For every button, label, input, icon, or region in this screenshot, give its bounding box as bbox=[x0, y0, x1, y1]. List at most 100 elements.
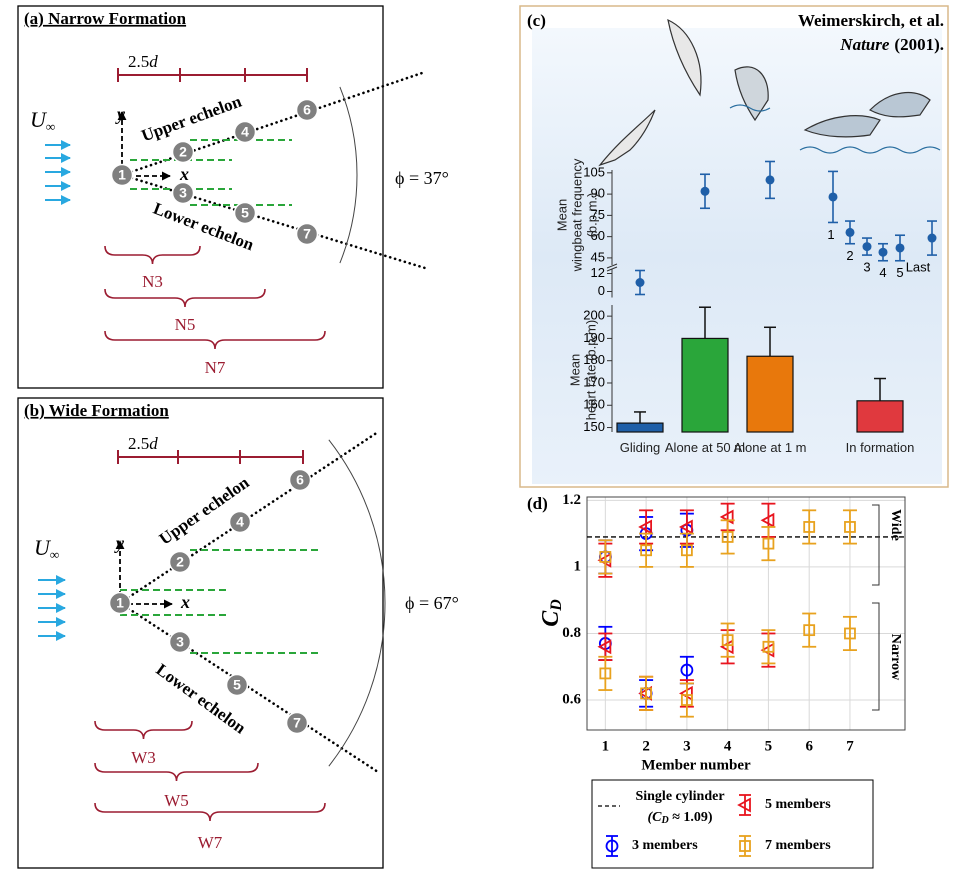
data-point bbox=[721, 634, 734, 647]
member-node bbox=[233, 201, 257, 225]
y-tick-label: 0.6 bbox=[562, 691, 581, 707]
echelon-label: Upper echelon bbox=[156, 472, 253, 548]
data-point bbox=[765, 175, 775, 185]
point-label: 1 bbox=[827, 227, 834, 242]
member-node bbox=[295, 98, 319, 122]
y2-tick-label: 0 bbox=[598, 283, 605, 298]
citation-year: (2001). bbox=[894, 35, 944, 54]
member-label: 7 bbox=[293, 715, 301, 731]
x-axis-label: Member number bbox=[641, 757, 751, 773]
axis-break bbox=[606, 266, 618, 272]
legend-marker bbox=[605, 839, 619, 853]
group-label: W5 bbox=[164, 791, 189, 810]
data-point bbox=[638, 519, 653, 535]
member-node bbox=[225, 673, 249, 697]
region-bracket bbox=[872, 602, 880, 711]
data-point bbox=[680, 544, 693, 557]
freestream-subscript: ∞ bbox=[46, 119, 55, 134]
data-point bbox=[762, 537, 775, 550]
angle-arc bbox=[339, 86, 358, 264]
y-tick-label: 0.8 bbox=[562, 625, 581, 641]
region-label: Narrow bbox=[888, 634, 903, 681]
data-point bbox=[679, 519, 693, 535]
point-label: 3 bbox=[863, 260, 870, 275]
legend-label-part: ≈ 1.09) bbox=[669, 810, 713, 825]
group-label: N3 bbox=[142, 272, 163, 291]
member-label: 6 bbox=[303, 102, 311, 118]
data-point bbox=[878, 247, 888, 257]
member-node bbox=[228, 510, 252, 534]
data-point bbox=[927, 233, 937, 243]
data-point bbox=[700, 186, 710, 196]
x-tick-label: In formation bbox=[845, 440, 915, 455]
angle-label: ϕ = 37° bbox=[395, 168, 449, 188]
member-node bbox=[168, 550, 192, 574]
data-point bbox=[640, 687, 653, 700]
data-point bbox=[635, 278, 645, 287]
x-tick-label: Gliding bbox=[619, 440, 661, 455]
x-tick-label: 4 bbox=[724, 738, 732, 754]
legend-marker bbox=[739, 840, 751, 852]
y-axis-label: y bbox=[115, 104, 126, 124]
group-label: N7 bbox=[205, 358, 226, 377]
legend-label: 7 members bbox=[765, 838, 831, 853]
group-brace bbox=[94, 802, 326, 822]
x-tick-label: 5 bbox=[765, 738, 773, 754]
y-axis-label: heart rate (b.p.m) bbox=[583, 320, 598, 420]
y-axis-label: wingbeat frequency bbox=[569, 158, 584, 272]
member-node bbox=[110, 163, 134, 187]
member-node bbox=[171, 181, 195, 205]
group-label: W7 bbox=[198, 833, 223, 852]
y-axis-label: CD bbox=[538, 599, 565, 627]
member-label: 2 bbox=[179, 144, 187, 160]
member-label: 1 bbox=[118, 167, 126, 183]
y-axis-label: Mean bbox=[567, 354, 582, 387]
region-label: Wide bbox=[888, 509, 903, 541]
x-tick-label: 3 bbox=[683, 738, 691, 754]
member-label: 3 bbox=[179, 185, 187, 201]
data-point bbox=[844, 627, 856, 640]
legend-label: 3 members bbox=[632, 838, 698, 853]
bird-illustration bbox=[598, 18, 941, 167]
group-brace bbox=[104, 245, 201, 265]
spacing-label: 2.5d bbox=[128, 52, 158, 71]
spacing-unit: d bbox=[149, 52, 158, 71]
legend-label: (CD ≈ 1.09) bbox=[647, 810, 712, 826]
bar bbox=[746, 355, 794, 433]
panel-frame bbox=[17, 397, 384, 869]
y-tick-label: 45 bbox=[591, 249, 605, 264]
member-node bbox=[233, 120, 257, 144]
data-point bbox=[845, 227, 855, 237]
echelon-line bbox=[118, 430, 380, 605]
citation-source: Nature (2001). bbox=[839, 35, 944, 54]
legend-label: Single cylinder bbox=[635, 789, 724, 804]
x-axis-label: x bbox=[180, 592, 190, 612]
bar bbox=[616, 422, 664, 433]
x-tick-label: 1 bbox=[602, 738, 610, 754]
echelon-line bbox=[118, 601, 380, 774]
y-tick-label: 105 bbox=[583, 164, 605, 179]
data-point bbox=[895, 243, 905, 253]
region-bracket bbox=[872, 504, 880, 586]
freestream-subscript: ∞ bbox=[50, 547, 59, 562]
echelon-line bbox=[120, 173, 427, 270]
group-label: N5 bbox=[175, 315, 196, 334]
y-tick-label: 150 bbox=[583, 419, 605, 434]
legend-label: 5 members bbox=[765, 797, 831, 812]
member-label: 4 bbox=[241, 124, 249, 140]
y-tick-label: 75 bbox=[591, 207, 605, 222]
panel-label: (c) bbox=[527, 11, 546, 30]
member-label: 7 bbox=[303, 226, 311, 242]
member-node bbox=[108, 591, 132, 615]
spacing-value: 2.5 bbox=[128, 52, 149, 71]
panel-label: (d) bbox=[527, 494, 548, 513]
y-tick-label: 90 bbox=[591, 186, 605, 201]
member-node bbox=[295, 222, 319, 246]
member-node bbox=[171, 140, 195, 164]
citation-journal: Nature bbox=[839, 35, 890, 54]
x-tick-label: 6 bbox=[805, 738, 813, 754]
member-label: 6 bbox=[296, 472, 304, 488]
spacing-unit: d bbox=[149, 434, 158, 453]
x-axis-label: x bbox=[179, 164, 189, 184]
